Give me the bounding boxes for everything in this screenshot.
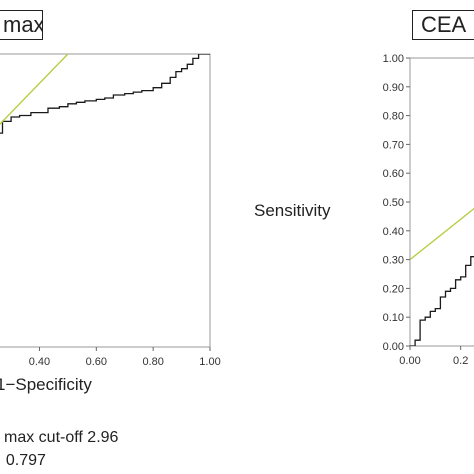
left-roc-plot: 0.40 0.60 0.80 1.00 bbox=[0, 53, 221, 368]
right-y-tick-label: 0.80 bbox=[383, 111, 404, 123]
left-auc-note: : 0.797 bbox=[0, 452, 46, 469]
left-panel-label: max bbox=[3, 12, 43, 37]
right-x-tick-label: 0.2 bbox=[453, 355, 468, 367]
right-x-tick-label: 0.00 bbox=[399, 355, 420, 367]
left-x-tick-label: 0.40 bbox=[29, 356, 50, 368]
left-reference-line bbox=[0, 54, 69, 126]
right-y-tick-label: 0.20 bbox=[383, 283, 404, 295]
right-roc-plot: 0.00 0.10 0.20 0.30 0.40 0.50 0.60 0.70 0.80 0.90… bbox=[383, 53, 474, 367]
right-y-axis-title: Sensitivity bbox=[254, 201, 331, 220]
left-x-tick-label: 0.80 bbox=[142, 356, 163, 368]
right-panel-label-box: CEA bbox=[412, 10, 474, 40]
left-plot-frame bbox=[0, 53, 211, 348]
right-panel-label: CEA bbox=[421, 12, 467, 37]
right-y-tick-label: 0.40 bbox=[383, 226, 404, 238]
right-plot-frame bbox=[409, 57, 474, 347]
right-y-tick-label: 0.90 bbox=[383, 82, 404, 94]
left-x-tick-label: 0.60 bbox=[86, 356, 107, 368]
right-y-tick-label: 0.30 bbox=[383, 255, 404, 267]
right-y-tick-label: 0.50 bbox=[383, 197, 404, 209]
left-x-axis-title: 1−Specificity bbox=[0, 375, 92, 394]
right-y-tick-label: 0.60 bbox=[383, 168, 404, 180]
left-panel-label-box: max bbox=[0, 10, 43, 40]
left-cutoff-note: max cut-off 2.96 bbox=[4, 429, 119, 446]
right-roc-curve bbox=[410, 256, 474, 346]
right-y-tick-label: 0.70 bbox=[383, 139, 404, 151]
right-y-tick-label: 1.00 bbox=[383, 53, 404, 65]
left-x-tick-label: 1.00 bbox=[199, 356, 220, 368]
right-y-tick-label: 0.10 bbox=[383, 312, 404, 324]
left-roc-curve bbox=[0, 54, 210, 134]
right-reference-line bbox=[410, 207, 474, 261]
right-y-tick-label: 0.00 bbox=[383, 341, 404, 353]
